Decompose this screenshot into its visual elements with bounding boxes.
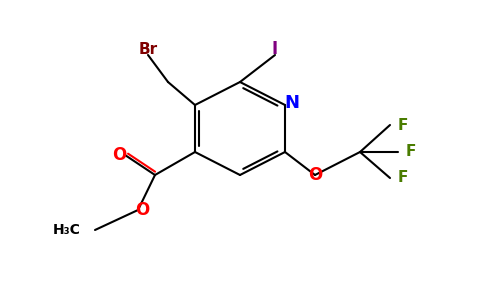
Text: N: N [285, 94, 300, 112]
Text: Br: Br [138, 41, 158, 56]
Text: F: F [398, 118, 408, 133]
Text: H₃C: H₃C [53, 223, 81, 237]
Text: I: I [272, 40, 278, 58]
Text: O: O [308, 166, 322, 184]
Text: F: F [406, 145, 416, 160]
Text: F: F [398, 170, 408, 185]
Text: O: O [135, 201, 149, 219]
Text: O: O [112, 146, 126, 164]
